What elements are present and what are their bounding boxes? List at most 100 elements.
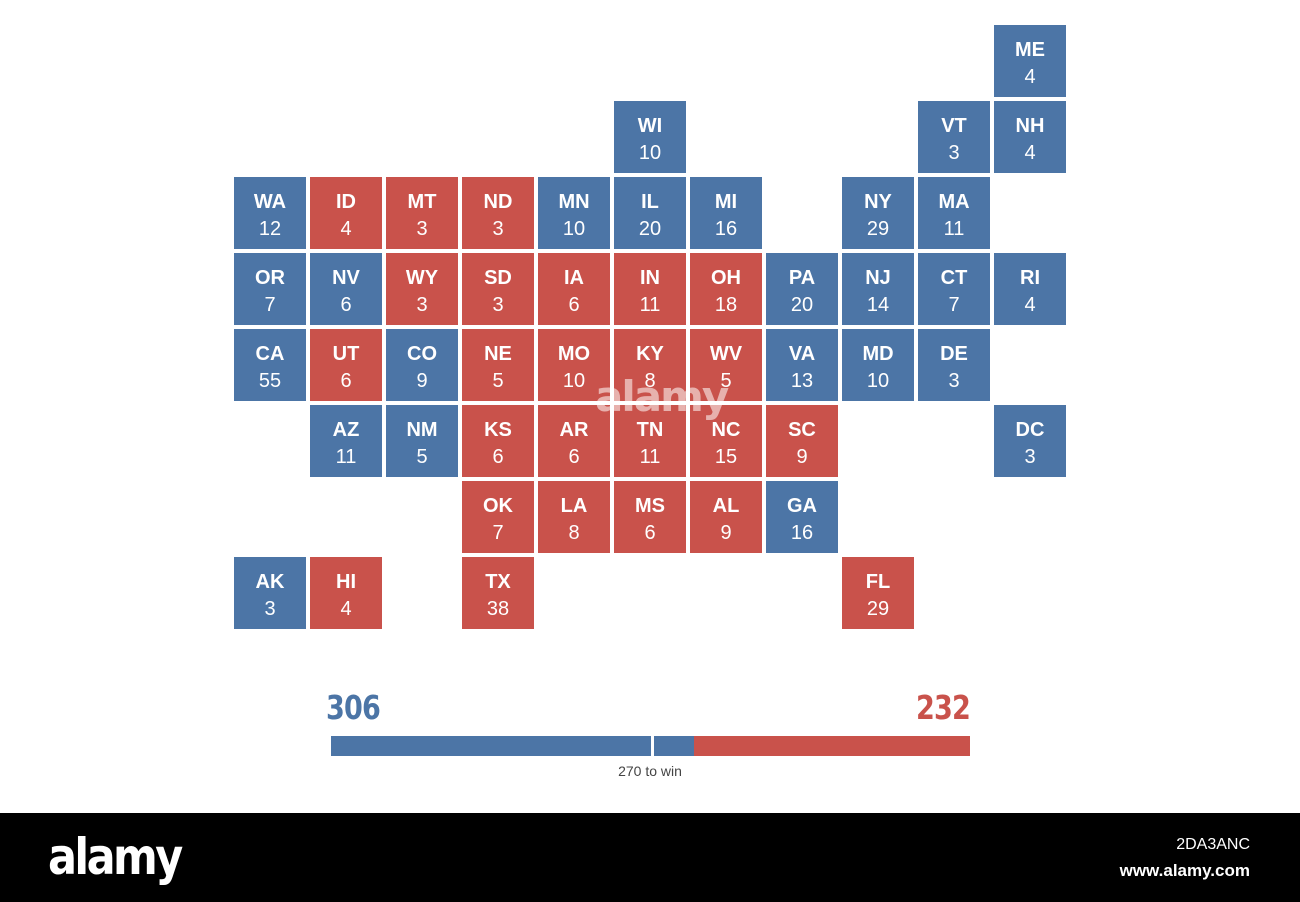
state-tile-ia: IA 6 xyxy=(538,253,610,325)
state-electoral-votes: 11 xyxy=(335,446,357,468)
state-tile-ky: KY 8 xyxy=(614,329,686,401)
state-tile-co: CO 9 xyxy=(386,329,458,401)
state-electoral-votes: 3 xyxy=(492,294,504,316)
state-abbr: OH xyxy=(711,267,741,289)
state-tile-tn: TN 11 xyxy=(614,405,686,477)
state-electoral-votes: 9 xyxy=(720,522,732,544)
state-electoral-votes: 15 xyxy=(714,446,738,468)
state-electoral-votes: 7 xyxy=(264,294,276,316)
state-tile-tx: TX 38 xyxy=(462,557,534,629)
state-abbr: UT xyxy=(332,343,360,365)
state-abbr: SC xyxy=(788,419,816,441)
state-tile-or: OR 7 xyxy=(234,253,306,325)
state-electoral-votes: 10 xyxy=(562,370,586,392)
state-tile-ar: AR 6 xyxy=(538,405,610,477)
footer-logo: alamy xyxy=(48,828,183,886)
state-abbr: NJ xyxy=(865,267,891,289)
state-electoral-votes: 5 xyxy=(492,370,504,392)
state-abbr: OK xyxy=(483,495,513,517)
threshold-marker xyxy=(651,736,654,756)
state-tile-id: ID 4 xyxy=(310,177,382,249)
state-electoral-votes: 5 xyxy=(416,446,428,468)
state-abbr: WY xyxy=(405,267,439,289)
state-electoral-votes: 9 xyxy=(796,446,808,468)
state-electoral-votes: 14 xyxy=(866,294,890,316)
state-tile-nc: NC 15 xyxy=(690,405,762,477)
state-abbr: LA xyxy=(560,495,588,517)
state-abbr: NE xyxy=(484,343,512,365)
state-electoral-votes: 3 xyxy=(416,294,428,316)
state-tile-mt: MT 3 xyxy=(386,177,458,249)
state-electoral-votes: 6 xyxy=(492,446,504,468)
state-electoral-votes: 3 xyxy=(264,598,276,620)
state-electoral-votes: 8 xyxy=(644,370,656,392)
red-bar-segment xyxy=(694,736,970,756)
state-abbr: CA xyxy=(255,343,285,365)
state-tile-oh: OH 18 xyxy=(690,253,762,325)
state-abbr: PA xyxy=(788,267,816,289)
state-abbr: DE xyxy=(940,343,968,365)
state-electoral-votes: 11 xyxy=(639,294,661,316)
state-electoral-votes: 38 xyxy=(486,598,510,620)
state-tile-wa: WA 12 xyxy=(234,177,306,249)
state-abbr: AR xyxy=(559,419,589,441)
state-abbr: VA xyxy=(788,343,816,365)
state-electoral-votes: 11 xyxy=(943,218,965,240)
state-tile-nm: NM 5 xyxy=(386,405,458,477)
state-abbr: MI xyxy=(714,191,738,213)
state-abbr: NM xyxy=(406,419,438,441)
state-electoral-votes: 3 xyxy=(948,142,960,164)
state-electoral-votes: 8 xyxy=(568,522,580,544)
state-electoral-votes: 13 xyxy=(790,370,814,392)
state-tile-ca: CA 55 xyxy=(234,329,306,401)
state-tile-sc: SC 9 xyxy=(766,405,838,477)
state-abbr: FL xyxy=(865,571,891,593)
red-total: 232 xyxy=(915,688,971,727)
state-tile-ny: NY 29 xyxy=(842,177,914,249)
state-abbr: ID xyxy=(336,191,356,213)
state-tile-md: MD 10 xyxy=(842,329,914,401)
state-abbr: TN xyxy=(636,419,664,441)
state-electoral-votes: 7 xyxy=(492,522,504,544)
state-abbr: TX xyxy=(485,571,511,593)
state-tile-mo: MO 10 xyxy=(538,329,610,401)
state-tile-al: AL 9 xyxy=(690,481,762,553)
state-tile-ms: MS 6 xyxy=(614,481,686,553)
state-abbr: IN xyxy=(640,267,660,289)
state-abbr: KS xyxy=(484,419,512,441)
state-tile-va: VA 13 xyxy=(766,329,838,401)
state-electoral-votes: 6 xyxy=(568,446,580,468)
state-tile-dc: DC 3 xyxy=(994,405,1066,477)
state-electoral-votes: 3 xyxy=(1024,446,1036,468)
state-electoral-votes: 10 xyxy=(638,142,662,164)
state-abbr: AZ xyxy=(332,419,360,441)
state-abbr: RI xyxy=(1020,267,1040,289)
state-tile-nd: ND 3 xyxy=(462,177,534,249)
state-electoral-votes: 5 xyxy=(720,370,732,392)
state-abbr: HI xyxy=(336,571,356,593)
state-abbr: CO xyxy=(407,343,437,365)
threshold-label: 270 to win xyxy=(618,763,682,779)
state-tile-ks: KS 6 xyxy=(462,405,534,477)
state-abbr: DC xyxy=(1015,419,1045,441)
state-abbr: NY xyxy=(864,191,892,213)
state-abbr: OR xyxy=(255,267,285,289)
state-tile-ne: NE 5 xyxy=(462,329,534,401)
state-abbr: AK xyxy=(255,571,285,593)
state-tile-nh: NH 4 xyxy=(994,101,1066,173)
state-electoral-votes: 20 xyxy=(790,294,814,316)
state-abbr: AL xyxy=(712,495,740,517)
state-abbr: NC xyxy=(711,419,741,441)
state-tile-ma: MA 11 xyxy=(918,177,990,249)
state-electoral-votes: 3 xyxy=(416,218,428,240)
state-abbr: WA xyxy=(253,191,287,213)
state-tile-ut: UT 6 xyxy=(310,329,382,401)
state-tile-ok: OK 7 xyxy=(462,481,534,553)
blue-bar-segment xyxy=(331,736,694,756)
state-abbr: MS xyxy=(635,495,665,517)
state-tile-mi: MI 16 xyxy=(690,177,762,249)
state-tile-wy: WY 3 xyxy=(386,253,458,325)
state-tile-pa: PA 20 xyxy=(766,253,838,325)
state-abbr: IA xyxy=(564,267,584,289)
state-tile-fl: FL 29 xyxy=(842,557,914,629)
